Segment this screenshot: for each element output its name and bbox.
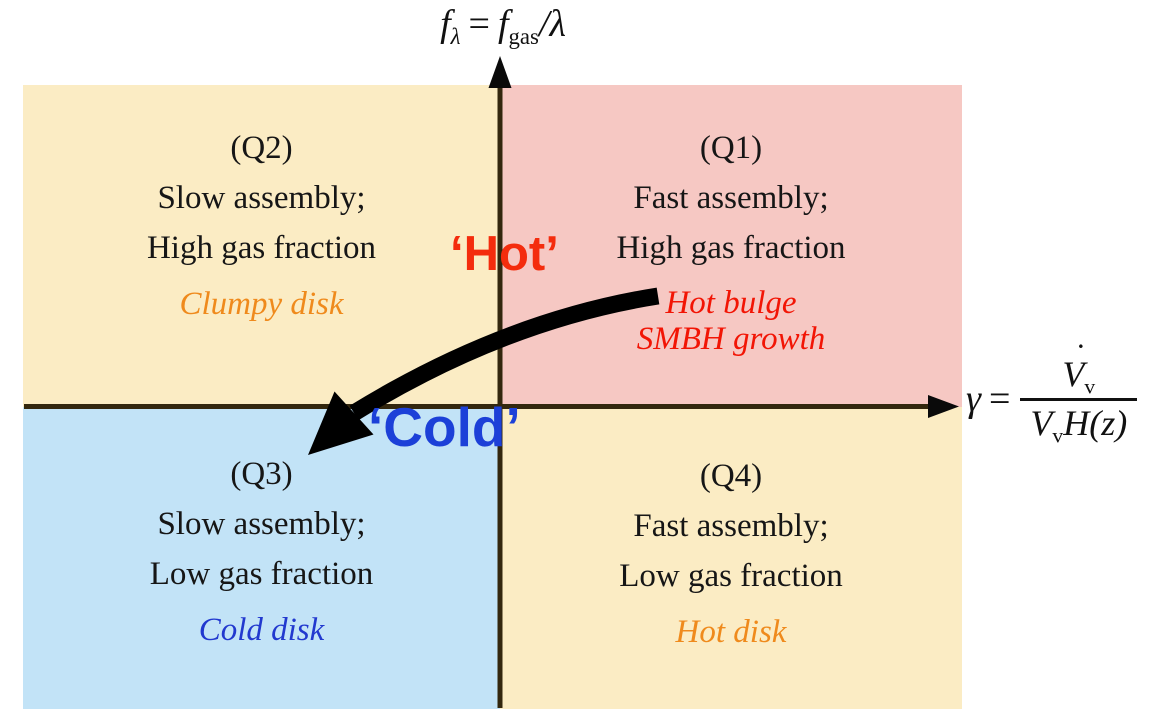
quadrant-q1: (Q1) Fast assembly; High gas fraction Ho… xyxy=(500,85,962,407)
q1-title: (Q1) xyxy=(699,130,763,166)
quadrant-q3: (Q3) Slow assembly; Low gas fraction Col… xyxy=(23,407,500,709)
quadrant-q4: (Q4) Fast assembly; Low gas fraction Hot… xyxy=(500,407,962,709)
q1-line2: High gas fraction xyxy=(616,230,846,266)
q3-title: (Q3) xyxy=(230,456,293,492)
quadrant-q2: (Q2) Slow assembly; High gas fraction Cl… xyxy=(23,85,500,407)
x-label-num-sub: v xyxy=(1084,374,1096,399)
y-axis-arrowhead-icon xyxy=(488,56,512,88)
y-label-gas-sub: gas xyxy=(508,23,539,49)
q4-tag: Hot disk xyxy=(675,614,787,650)
y-label-equals: = xyxy=(468,3,490,45)
x-label-gamma: γ xyxy=(966,378,981,420)
x-axis-label: γ = V ˙ v VvH(z) xyxy=(966,338,1138,454)
q2-tag: Clumpy disk xyxy=(179,286,344,322)
x-label-numerator: V ˙ v xyxy=(1052,338,1105,399)
x-label-equals: = xyxy=(988,378,1011,420)
q4-line1: Fast assembly; xyxy=(633,508,829,544)
x-label-den-sub: v xyxy=(1052,423,1064,448)
q2-line2: High gas fraction xyxy=(146,230,377,266)
cold-label: ‘Cold’ xyxy=(368,396,521,458)
q2-text-block: (Q2) Slow assembly; High gas fraction Cl… xyxy=(23,85,500,329)
q1-line1: Fast assembly; xyxy=(633,180,829,216)
y-label-lambda-sub: λ xyxy=(450,23,461,49)
q3-tag: Cold disk xyxy=(198,612,325,648)
fraction-bar xyxy=(1020,397,1138,401)
y-label-slash-lambda: /λ xyxy=(538,3,566,45)
x-label-fraction: V ˙ v VvH(z) xyxy=(1020,338,1138,448)
y-label-fgas: f xyxy=(497,3,509,45)
q1-tag-block: Hot bulge SMBH growth xyxy=(500,285,962,357)
x-label-den-v: V xyxy=(1030,402,1053,443)
x-label-vdot-base: V xyxy=(1062,353,1085,394)
q1-text-block: (Q1) Fast assembly; High gas fraction Ho… xyxy=(500,85,962,357)
x-label-overdot: ˙ xyxy=(1075,337,1087,375)
quadrant-area: (Q2) Slow assembly; High gas fraction Cl… xyxy=(23,85,962,709)
x-label-denominator: VvH(z) xyxy=(1020,402,1137,448)
q2-line1: Slow assembly; xyxy=(157,180,366,216)
q3-text-block: (Q3) Slow assembly; Low gas fraction Col… xyxy=(23,407,500,655)
q3-line1: Slow assembly; xyxy=(157,506,366,542)
q4-title: (Q4) xyxy=(699,458,763,494)
x-label-den-hz: H(z) xyxy=(1063,402,1128,443)
hot-label: ‘Hot’ xyxy=(450,227,559,281)
q1-tag2: SMBH growth xyxy=(636,321,826,357)
q2-title: (Q2) xyxy=(230,130,293,166)
q4-line2: Low gas fraction xyxy=(619,558,843,594)
y-axis-label: fλ = fgas/λ xyxy=(378,2,628,49)
q3-line2: Low gas fraction xyxy=(149,556,374,592)
q1-tag1: Hot bulge xyxy=(665,285,797,321)
q4-text-block: (Q4) Fast assembly; Low gas fraction Hot… xyxy=(500,407,962,657)
y-label-f: f xyxy=(440,3,451,45)
